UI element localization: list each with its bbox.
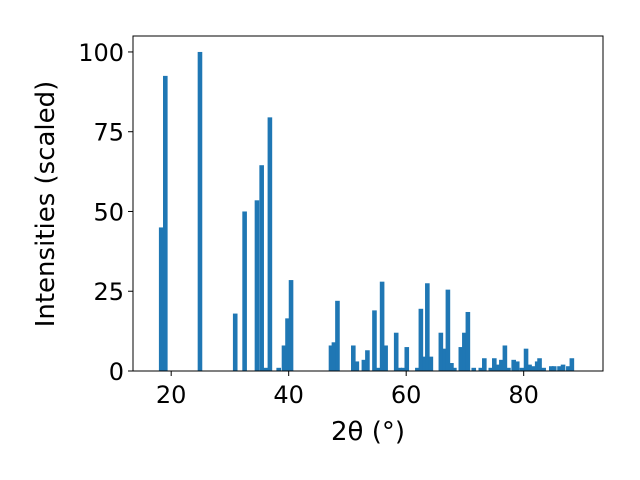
x-tick-label-80: 80 [508, 381, 539, 409]
bar-24 [393, 332, 399, 371]
x-tick-label-60: 60 [391, 381, 422, 409]
bar-45 [492, 358, 497, 371]
y-axis-ticks: 0 25 50 75 100 [78, 39, 133, 386]
bar-52 [519, 367, 525, 371]
bar-17 [354, 361, 360, 371]
bar-58 [541, 367, 546, 371]
bar-46 [495, 364, 501, 371]
y-tick-label-100: 100 [78, 39, 124, 67]
bar-5 [254, 200, 260, 371]
bar-48 [502, 345, 508, 371]
bar-26 [400, 367, 406, 371]
bar-53 [523, 348, 529, 371]
bar-35 [445, 289, 451, 371]
y-tick-label-50: 50 [93, 198, 124, 226]
bar-8 [267, 117, 273, 371]
bar-34 [442, 348, 447, 371]
bar-3 [232, 313, 238, 371]
bar-16 [351, 345, 356, 371]
bar-series [158, 51, 575, 371]
bar-60 [551, 366, 557, 371]
bar-31 [425, 283, 430, 371]
bar-49 [506, 367, 511, 371]
bar-36 [449, 363, 454, 371]
bar-28 [415, 367, 420, 371]
bar-15 [335, 300, 340, 371]
x-axis-ticks: 20 40 60 80 [156, 371, 539, 409]
bar-32 [428, 356, 434, 371]
bar-30 [422, 356, 427, 371]
bar-61 [557, 366, 562, 371]
bar-21 [376, 367, 381, 371]
y-axis-label: Intensities (scaled) [31, 81, 61, 328]
bar-59 [549, 366, 554, 371]
bar-41 [471, 367, 477, 371]
bar-25 [397, 367, 403, 371]
bar-62 [560, 364, 566, 371]
x-axis-label: 2θ (°) [331, 417, 405, 447]
bar-38 [458, 347, 464, 371]
y-tick-label-25: 25 [93, 278, 124, 306]
bar-0 [158, 227, 164, 371]
y-tick-label-75: 75 [93, 119, 124, 147]
bar-6 [259, 165, 264, 371]
bar-20 [372, 310, 377, 371]
bar-44 [488, 367, 494, 371]
bar-2 [197, 51, 203, 371]
bar-11 [285, 318, 290, 371]
bar-7 [263, 367, 269, 371]
bar-13 [328, 345, 334, 371]
bar-14 [331, 342, 337, 371]
bar-23 [383, 345, 388, 371]
bar-9 [276, 367, 281, 371]
bar-50 [511, 359, 516, 371]
bar-40 [465, 311, 471, 371]
bar-39 [462, 332, 467, 371]
bar-22 [379, 281, 385, 371]
y-tick-label-0: 0 [109, 358, 124, 386]
bar-54 [527, 364, 532, 371]
bar-43 [482, 358, 487, 371]
bar-1 [163, 75, 168, 371]
bar-37 [452, 367, 457, 371]
bar-47 [499, 359, 504, 371]
bar-63 [566, 366, 571, 371]
bar-56 [534, 361, 540, 371]
bar-12 [288, 280, 294, 371]
bar-18 [361, 359, 367, 371]
bar-10 [281, 345, 287, 371]
bar-55 [530, 366, 536, 371]
bar-29 [418, 308, 424, 371]
plot-frame [132, 35, 604, 372]
bar-42 [478, 367, 484, 371]
bar-57 [537, 358, 542, 371]
bar-51 [514, 361, 520, 371]
x-tick-label-40: 40 [273, 381, 304, 409]
x-tick-label-20: 20 [156, 381, 187, 409]
bar-4 [242, 211, 247, 371]
bar-33 [438, 332, 444, 371]
bar-64 [569, 358, 575, 371]
bar-19 [365, 350, 370, 371]
bar-27 [404, 347, 410, 371]
